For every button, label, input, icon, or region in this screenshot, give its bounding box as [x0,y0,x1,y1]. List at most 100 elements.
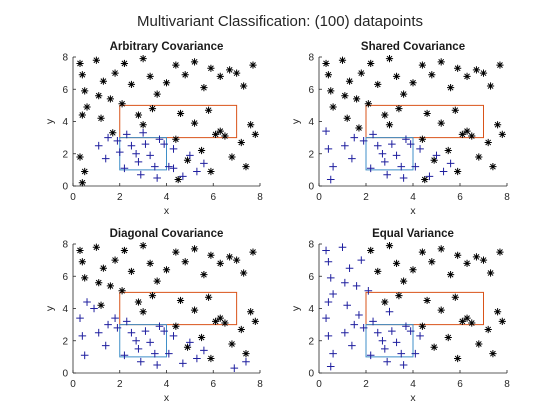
data-point-plus [346,264,354,272]
data-point-plus [339,243,347,251]
data-point-plus [123,131,131,139]
data-point-asterisk [438,245,445,252]
data-point-asterisk [487,82,494,89]
x-tick-label: 6 [210,192,216,203]
data-point-plus [350,321,358,329]
data-point-asterisk [128,81,135,88]
x-tick-label: 0 [70,192,76,203]
data-point-plus [123,318,131,326]
data-point-asterisk [489,163,496,170]
data-point-asterisk [447,271,454,278]
data-point-asterisk [353,95,360,102]
data-point-asterisk [221,132,228,139]
data-point-asterisk [147,260,154,267]
data-point-plus [156,135,164,143]
data-point-plus [156,322,164,330]
data-point-asterisk [452,294,459,301]
data-point-plus [146,152,154,160]
data-point-plus [193,355,201,363]
data-point-asterisk [177,297,184,304]
y-tick-label: 4 [308,304,314,315]
data-point-asterisk [93,57,100,64]
data-point-plus [137,171,145,179]
data-point-asterisk [428,71,435,78]
data-point-asterisk [207,65,214,72]
data-point-asterisk [395,105,402,112]
data-point-asterisk [242,163,249,170]
data-point-asterisk [431,344,438,351]
data-point-asterisk [485,326,492,333]
data-point-asterisk [249,61,256,68]
data-point-asterisk [330,103,337,110]
data-point-asterisk [154,90,161,97]
data-point-asterisk [81,168,88,175]
data-point-plus [325,298,333,306]
data-point-asterisk [463,73,470,80]
data-point-asterisk [182,71,189,78]
y-tick-label: 2 [62,149,68,160]
data-point-plus [379,150,387,158]
data-point-asterisk [419,248,426,255]
data-point-asterisk [207,355,214,362]
data-point-plus [325,258,333,266]
subplot-title: Arbitrary Covariance [110,41,224,53]
data-point-asterisk [175,176,182,183]
y-tick-label: 2 [308,336,314,347]
data-point-asterisk [111,70,118,77]
data-point-plus [193,168,201,176]
y-axis-label: y [44,305,56,311]
subplot-grid: Arbitrary Covariance0 2 4 6 802468xyShared C… [44,41,510,404]
data-point-asterisk [327,87,334,94]
data-point-asterisk [233,257,240,264]
data-point-plus [341,142,349,150]
data-point-asterisk [135,298,142,305]
data-point-plus [348,342,356,350]
data-point-asterisk [400,277,407,284]
data-point-asterisk [494,121,501,128]
data-point-plus [402,322,410,330]
data-point-plus [327,363,335,371]
data-point-plus [350,134,358,142]
data-point-asterisk [121,247,128,254]
series-plus [95,129,208,182]
data-point-asterisk [163,266,170,273]
x-tick-label: 6 [457,192,463,203]
data-point-plus [386,308,394,316]
data-point-asterisk [499,131,506,138]
data-point-asterisk [140,242,147,249]
data-point-asterisk [240,82,247,89]
data-point-asterisk [147,73,154,80]
data-point-plus [90,305,98,313]
data-point-asterisk [97,302,104,309]
data-point-asterisk [247,308,254,315]
data-point-asterisk [421,176,428,183]
data-point-asterisk [81,274,88,281]
data-point-asterisk [346,78,353,85]
data-point-asterisk [226,253,233,260]
data-point-asterisk [107,95,114,102]
data-point-asterisk [447,84,454,91]
x-tick-label: 2 [117,379,123,390]
data-point-plus [379,337,387,345]
subplot-title: Equal Variance [372,228,454,240]
data-point-plus [426,173,434,181]
data-point-plus [153,361,161,369]
x-tick-label: 4 [164,379,170,390]
data-point-asterisk [205,294,212,301]
data-point-asterisk [163,79,170,86]
y-tick-label: 6 [308,272,314,283]
data-point-asterisk [374,268,381,275]
data-point-plus [170,332,178,340]
data-point-plus [116,148,124,156]
data-point-asterisk [83,103,90,110]
x-tick-label: 6 [210,379,216,390]
data-point-asterisk [172,248,179,255]
y-tick-label: 4 [62,304,68,315]
data-point-plus [402,135,410,143]
subplot-3: Diagonal Covariance 0 2 4 6 8 0 2 4 6 8 x y [44,228,263,404]
x-tick-label: 2 [363,192,369,203]
subplot-1: Arbitrary Covariance 0 2 4 6 8 0 2 4 6 8 x y [44,41,263,217]
data-point-plus [325,332,333,340]
data-point-plus [355,311,363,319]
data-point-plus [329,290,337,298]
